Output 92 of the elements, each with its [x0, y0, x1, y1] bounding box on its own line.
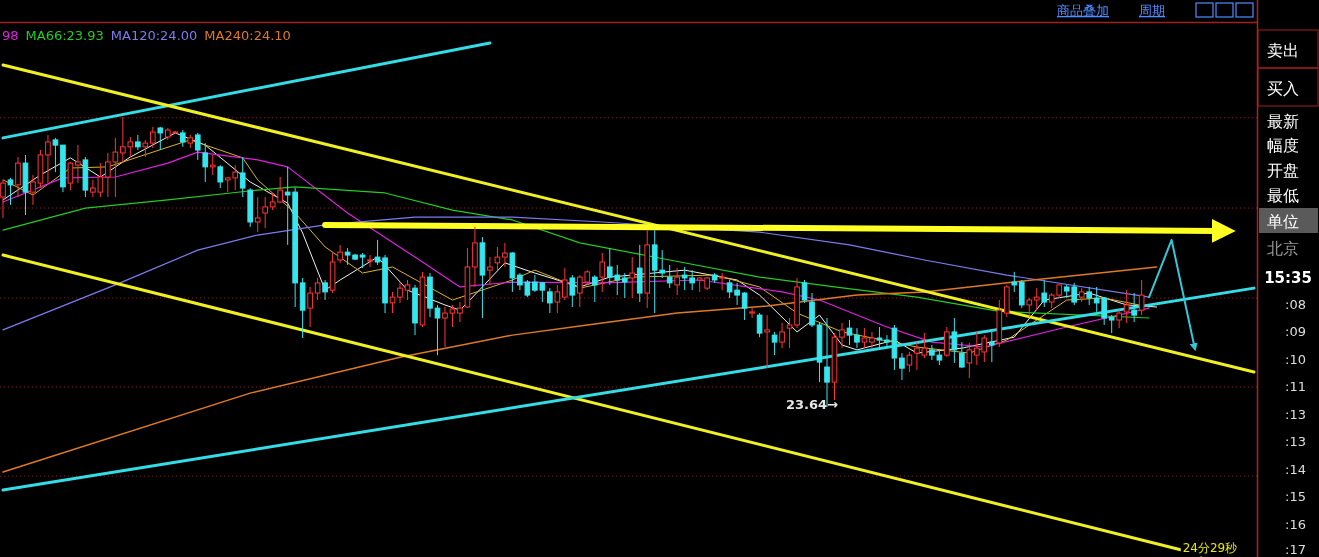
candlestick	[217, 164, 224, 189]
candlestick	[202, 142, 209, 183]
candlestick	[322, 279, 328, 301]
candlestick	[404, 279, 411, 301]
candlestick	[367, 254, 373, 268]
candlestick	[194, 132, 201, 161]
candlestick	[966, 342, 973, 379]
candlestick	[749, 307, 755, 319]
text: 买入	[1267, 79, 1299, 98]
candlestick	[809, 292, 815, 328]
candlestick	[337, 244, 343, 264]
text: :11	[1285, 379, 1306, 394]
candlestick	[1011, 271, 1018, 293]
text: 98	[2, 28, 19, 43]
text: 开盘	[1267, 161, 1299, 180]
candlestick	[314, 277, 321, 301]
candlestick	[554, 284, 561, 314]
text: 卖出	[1267, 41, 1299, 60]
text: 24分29秒	[1182, 541, 1238, 555]
candlestick	[951, 317, 958, 364]
candlestick	[562, 267, 568, 301]
text: MA66:23.93	[25, 28, 104, 43]
candlestick	[254, 196, 261, 233]
candlestick	[569, 274, 576, 308]
candlestick	[547, 287, 553, 314]
text: :09	[1285, 324, 1306, 339]
candlestick	[1123, 289, 1130, 324]
text: 北京	[1267, 239, 1299, 258]
candlestick	[846, 319, 853, 346]
candlestick	[674, 267, 681, 296]
candlestick	[899, 352, 905, 381]
candlestick	[15, 156, 21, 198]
text: :15	[1285, 489, 1306, 504]
candlestick	[854, 327, 860, 349]
candlestick	[52, 137, 59, 173]
candlestick	[307, 286, 313, 328]
text: :10	[1285, 352, 1306, 367]
candlestick	[629, 256, 636, 299]
candlestick	[262, 196, 269, 229]
candlestick	[959, 341, 965, 369]
candlestick	[0, 179, 6, 219]
candlestick	[1033, 287, 1040, 311]
candlestick	[502, 242, 508, 268]
candlestick	[1026, 297, 1033, 318]
text: :13	[1285, 434, 1306, 449]
candlestick	[839, 322, 845, 349]
candlestick	[801, 279, 808, 304]
candlestick	[67, 161, 74, 191]
candlestick	[1041, 279, 1048, 308]
candlestick	[764, 314, 770, 369]
candlestick	[756, 312, 763, 338]
candlestick	[150, 126, 156, 149]
candlestick	[861, 327, 868, 349]
candlestick	[1131, 292, 1137, 323]
text: :14	[1285, 462, 1306, 477]
candlestick	[666, 264, 673, 289]
candlestick	[7, 177, 14, 206]
annotation: 23.64→	[785, 397, 839, 412]
candlestick	[779, 322, 785, 349]
candlestick	[494, 246, 501, 271]
candlestick	[876, 326, 883, 349]
candlestick	[487, 256, 493, 286]
text: MA240:24.10	[204, 28, 291, 43]
candlestick	[599, 252, 606, 293]
text: 15:35	[1264, 269, 1312, 287]
candlestick	[944, 326, 950, 358]
candlestick	[239, 156, 246, 198]
text: 单位	[1267, 212, 1299, 231]
candlestick	[1018, 279, 1025, 309]
candlestick	[988, 331, 995, 363]
candlestick	[741, 291, 748, 321]
text: :13	[1285, 407, 1306, 422]
text: 最低	[1267, 186, 1299, 205]
candlestick	[621, 272, 628, 299]
text: MA120:24.00	[110, 28, 198, 43]
candlestick	[771, 331, 778, 356]
candlestick	[75, 144, 81, 184]
text: :08	[1285, 297, 1306, 312]
text: 幅度	[1267, 136, 1299, 155]
candlestick	[434, 304, 441, 356]
candlestick	[906, 351, 913, 373]
candlestick	[45, 134, 51, 184]
candlestick	[209, 154, 216, 176]
candlestick	[591, 274, 598, 303]
candlestick	[869, 331, 875, 349]
candlestick	[719, 272, 725, 291]
candlestick	[1138, 279, 1145, 316]
text: :17	[1285, 542, 1306, 557]
text: 最新	[1267, 112, 1299, 131]
text: 周期	[1139, 3, 1165, 18]
text: 商品叠加	[1057, 3, 1109, 18]
text: :16	[1285, 517, 1306, 532]
